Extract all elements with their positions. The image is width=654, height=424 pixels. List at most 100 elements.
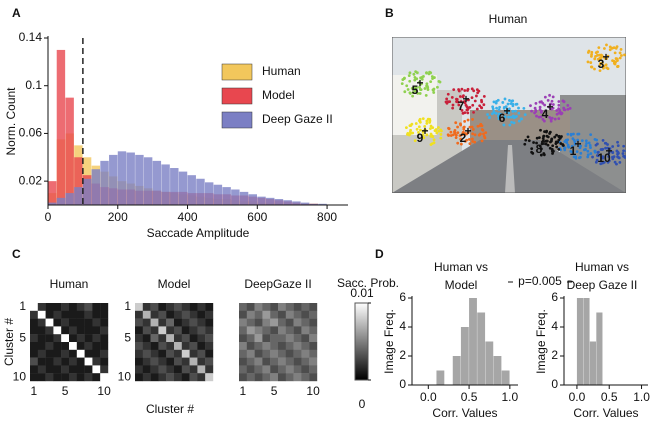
bar [117, 151, 127, 205]
fixation-dot [576, 132, 580, 136]
heatmap-cell [45, 326, 54, 335]
x-tick-label: 1.0 [502, 390, 519, 404]
heatmap-cell [37, 318, 46, 327]
fixation-dot [418, 92, 422, 95]
fixation-dot [539, 110, 543, 114]
fixation-dot [573, 142, 577, 146]
heatmap-cell [30, 334, 38, 343]
fixation-dot [523, 142, 527, 146]
heatmap-cell [92, 303, 101, 311]
fixation-dot [482, 94, 486, 98]
fixation-dot [593, 57, 597, 61]
heatmap-cell [37, 326, 46, 335]
fixation-dot [470, 87, 474, 91]
heatmap-cell [262, 373, 271, 382]
fixation-dot [403, 90, 407, 94]
fixation-dot [578, 155, 582, 159]
heatmap-cell [239, 310, 247, 319]
fixation-dot [404, 126, 408, 130]
cluster-center: + [503, 104, 510, 118]
fixation-dot [432, 88, 435, 92]
y-tick-label: 10 [13, 369, 27, 383]
heatmap-cell [309, 357, 318, 366]
fixation-dot [475, 94, 478, 98]
fixation-dot [468, 125, 472, 129]
fixation-dot [602, 66, 605, 70]
bar [239, 191, 249, 205]
heatmap-cell [293, 303, 302, 311]
fixation-dot [616, 140, 619, 144]
heatmap-cell [53, 334, 62, 343]
heatmap-cell [53, 365, 62, 374]
fixation-dot [575, 150, 579, 153]
fixation-dot [431, 135, 435, 139]
fixation-dot [572, 132, 575, 136]
fixation-dot [456, 141, 460, 145]
heatmap-cell [166, 365, 175, 374]
heatmap-cell [92, 357, 101, 366]
fixation-dot [449, 130, 453, 134]
heatmap-cell [270, 326, 279, 335]
fixation-dot [605, 43, 608, 47]
chart-title: Deep Gaze II [567, 278, 638, 292]
cluster-label: 5 [412, 83, 419, 97]
heatmap-cell [45, 334, 54, 343]
fixation-dot [472, 89, 476, 93]
fixation-dot [457, 88, 460, 91]
fixation-dot [569, 132, 573, 136]
y-tick-label: 5 [124, 330, 131, 344]
fixation-dot [539, 115, 543, 119]
fixation-dot [550, 99, 554, 103]
fixation-dot [459, 123, 463, 127]
fixation-dot [551, 103, 555, 106]
fixation-dot [460, 87, 464, 91]
heatmap-cell [285, 365, 294, 374]
heatmap-cell [181, 373, 190, 382]
panel-label: C [12, 247, 21, 261]
fixation-dot [400, 82, 404, 86]
heatmap-cell [301, 334, 310, 343]
x-axis-label: Corr. Values [573, 406, 638, 420]
heatmap-cell [84, 334, 93, 343]
heatmap-cell [61, 310, 70, 319]
heatmap-cell [205, 334, 214, 343]
heatmap-cell [181, 334, 190, 343]
fixation-dot [558, 136, 562, 140]
heatmap-cell [76, 365, 85, 374]
fixation-dot [421, 75, 424, 79]
heatmap-cell [158, 357, 167, 366]
fixation-dot [463, 89, 467, 92]
heatmap-cell [278, 326, 286, 335]
heatmap-cell [100, 334, 109, 343]
fixation-dot [538, 144, 542, 148]
heatmap-cell [142, 373, 151, 382]
heatmap-cell [197, 310, 206, 319]
y-tick-label: 0 [551, 377, 558, 391]
bar [477, 312, 486, 385]
fixation-dot [564, 138, 568, 142]
fixation-dot [517, 119, 521, 123]
bar [318, 203, 327, 205]
fixation-dot [602, 160, 606, 164]
heatmap-cell [100, 373, 109, 382]
fixation-dot [620, 54, 623, 57]
heatmap-cell [84, 310, 93, 319]
heatmap-title: Human [50, 277, 89, 291]
heatmap-cell [135, 349, 143, 358]
fixation-dot [604, 141, 608, 145]
fixation-dot [602, 64, 606, 68]
heatmap-cell [189, 310, 198, 319]
heatmap-cell [69, 303, 77, 311]
fixation-dot [480, 98, 483, 102]
fixation-dot [596, 53, 599, 57]
heatmap-cell [301, 349, 310, 358]
heatmap-cell [262, 318, 271, 327]
fixation-dot [557, 147, 561, 151]
heatmap-cell [270, 365, 279, 374]
bar [74, 157, 83, 205]
heatmap-cell [76, 326, 85, 335]
x-axis-label: Saccade Amplitude [147, 226, 250, 240]
fixation-dot [587, 141, 591, 145]
x-tick-label: 0.5 [601, 390, 618, 404]
fixation-dot [611, 155, 614, 159]
